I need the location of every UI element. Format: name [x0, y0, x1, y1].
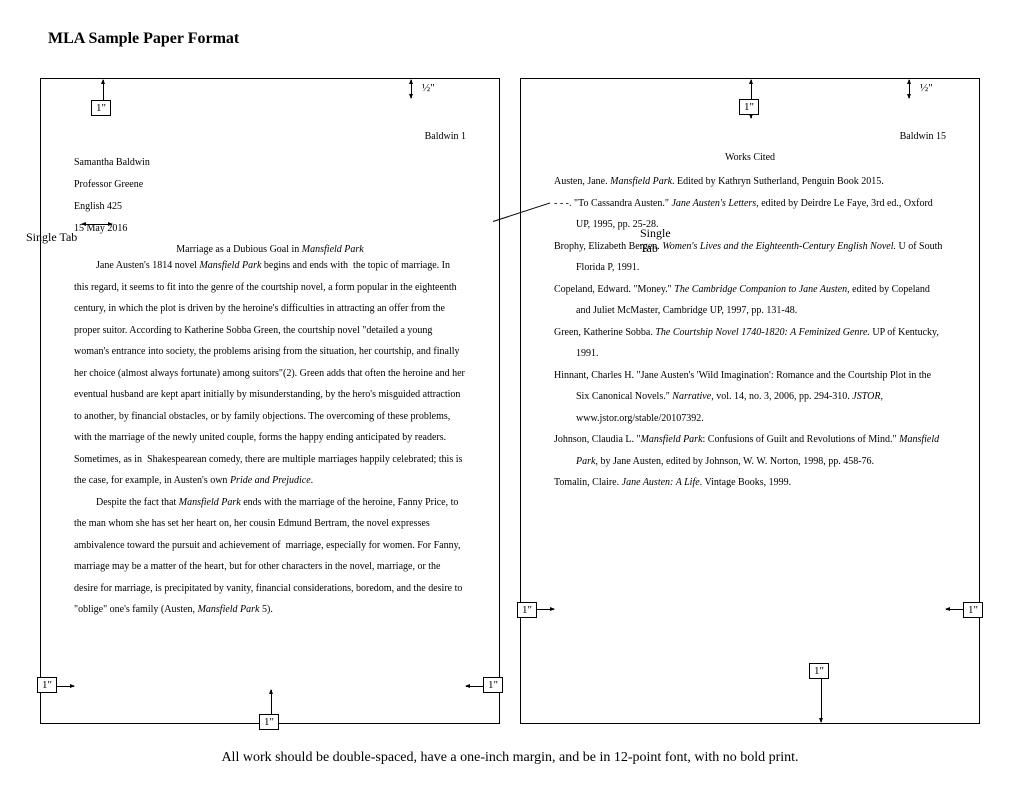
margin-half-top-p1: ½"	[419, 82, 438, 94]
margin-one-left-p1: 1"	[37, 677, 57, 693]
works-cited-title: Works Cited	[554, 152, 946, 163]
professor-name: Professor Greene	[74, 174, 466, 196]
page1-header: Baldwin 1	[74, 131, 466, 142]
author-name: Samantha Baldwin	[74, 152, 466, 174]
course: English 425	[74, 196, 466, 218]
essay-title: Marriage as a Dubious Goal in Mansfield …	[74, 244, 466, 255]
date: 15 May 2016	[74, 218, 466, 240]
page1-nameblock: Samantha Baldwin Professor Greene Englis…	[74, 152, 466, 240]
margin-one-bot-p1: 1"	[259, 714, 279, 730]
document-title: MLA Sample Paper Format	[48, 30, 980, 48]
page-1: ½" 1" Baldwin 1 Samantha Baldwin Profess…	[40, 78, 500, 724]
margin-one-top-p1: 1"	[91, 100, 111, 116]
citations: Austen, Jane. Mansfield Park. Edited by …	[554, 171, 946, 494]
single-tab-right: SingleTab	[640, 226, 680, 256]
margin-one-left-p2: 1"	[517, 602, 537, 618]
margin-one-bot-p2: 1"	[809, 663, 829, 679]
margin-one-right-p2: 1"	[963, 602, 983, 618]
margin-one-top-p2: 1"	[739, 99, 759, 115]
essay-body: Jane Austen's 1814 novel Mansfield Park …	[74, 255, 466, 621]
footer-instruction: All work should be double-spaced, have a…	[40, 750, 980, 766]
pages-container: ½" 1" Baldwin 1 Samantha Baldwin Profess…	[40, 78, 980, 724]
single-tab-left: Single Tab	[26, 230, 77, 245]
page-2: ½" 1" Baldwin 15 Works Cited Austen, Jan…	[520, 78, 980, 724]
page2-header: Baldwin 15	[554, 131, 946, 142]
margin-half-top-p2: ½"	[917, 82, 936, 94]
margin-one-right-p1: 1"	[483, 677, 503, 693]
